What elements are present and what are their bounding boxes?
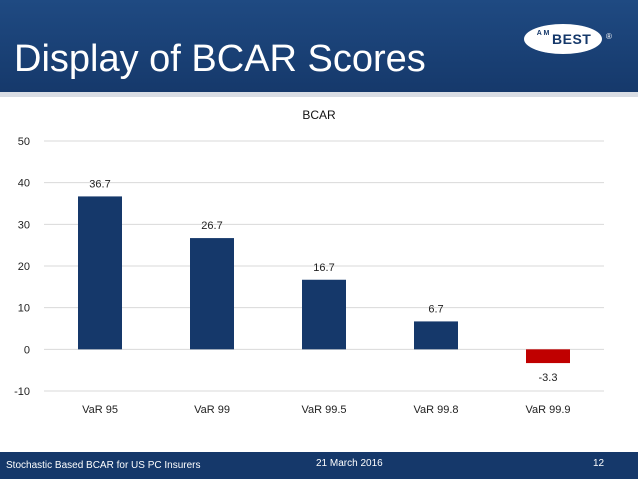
bar [414,321,458,350]
y-tick-label: 40 [18,178,30,190]
y-tick-label: 10 [18,303,30,315]
x-tick-label: VaR 99.5 [301,404,346,416]
bar-data-label: 6.7 [428,303,443,315]
am-best-logo: A M BEST ® [524,22,620,58]
slide-title: Display of BCAR Scores [14,38,426,80]
y-tick-label: 50 [18,136,30,148]
bar-data-label: 26.7 [201,220,222,232]
footer-page-number: 12 [593,458,605,469]
logo-am-text: A M [536,30,550,37]
x-tick-label: VaR 99.8 [413,404,458,416]
y-tick-label: 0 [24,344,30,356]
bar [190,238,234,350]
x-tick-label: VaR 95 [82,404,118,416]
bar [78,196,122,350]
chart-title: BCAR [302,108,336,122]
slide-header [0,0,638,97]
x-tick-label: VaR 99 [194,404,230,416]
bar [302,279,346,350]
bar-data-label: -3.3 [539,372,558,384]
slide-footer: Stochastic Based BCAR for US PC Insurers… [0,452,638,479]
logo-brand-text: BEST [552,31,592,47]
logo-oval [524,24,602,54]
bar [526,349,570,364]
bar-data-label: 16.7 [313,262,334,274]
y-tick-label: -10 [14,386,30,398]
x-tick-label: VaR 99.9 [525,404,570,416]
bcar-bar-chart: BCAR 50 40 30 20 10 0 -10 36.7 VaR 95 26.7 VaR 99 16… [14,108,604,416]
footer-presentation-title: Stochastic Based BCAR for US PC Insurers [6,460,201,471]
y-tick-label: 20 [18,261,30,273]
header-divider [0,92,638,97]
footer-date: 21 March 2016 [316,458,383,469]
bar-data-label: 36.7 [89,178,110,190]
y-tick-label: 30 [18,219,30,231]
logo-registered-mark: ® [606,32,612,41]
